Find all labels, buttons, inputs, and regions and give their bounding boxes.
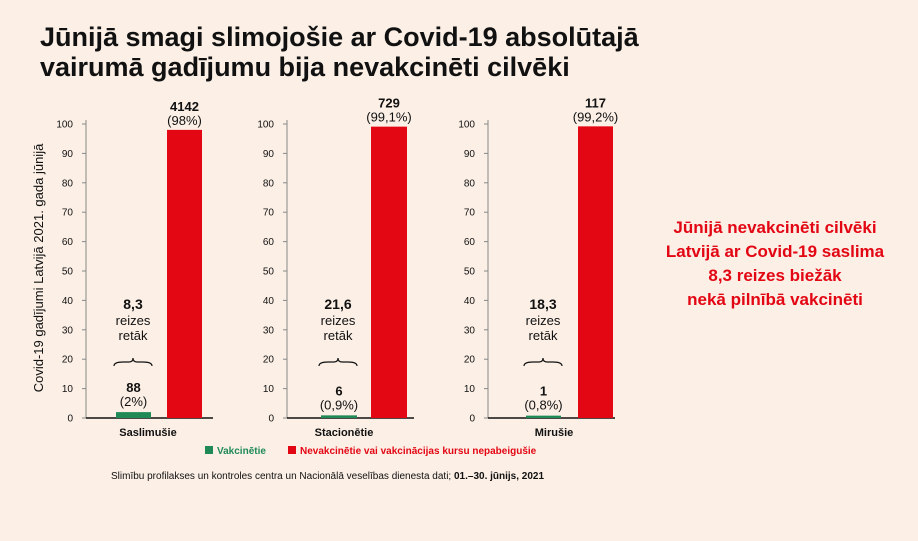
y-tick-label: 90 xyxy=(464,149,476,160)
legend-swatch-vaccinated xyxy=(205,446,213,454)
y-tick-label: 20 xyxy=(263,355,275,366)
chart-title-line-1: Jūnijā smagi slimojošie ar Covid-19 abso… xyxy=(40,22,639,52)
y-tick-label: 30 xyxy=(62,325,74,336)
side-note-line-4: nekā pilnībā vakcinēti xyxy=(687,290,863,309)
y-tick-label: 90 xyxy=(62,149,74,160)
y-tick-label: 70 xyxy=(62,208,74,219)
ratio-text-line-1: reizes xyxy=(116,313,151,328)
side-note-line-2: Latvijā ar Covid-19 saslima xyxy=(665,242,885,261)
legend-swatch-unvaccinated xyxy=(288,446,296,454)
data-label-unvaccinated-percent: (99,2%) xyxy=(573,109,619,124)
y-tick-label: 30 xyxy=(464,325,476,336)
y-tick-label: 30 xyxy=(263,325,275,336)
y-tick-label: 70 xyxy=(263,208,275,219)
brace-icon xyxy=(523,357,563,367)
bar-vaccinated-mirušie xyxy=(526,415,561,418)
data-label-unvaccinated-count: 4142 xyxy=(170,99,199,114)
y-tick-label: 20 xyxy=(464,355,476,366)
y-tick-label: 40 xyxy=(464,296,476,307)
data-label-unvaccinated-percent: (99,1%) xyxy=(366,110,412,125)
source-text: Slimību profilakses un kontroles centra … xyxy=(111,471,452,482)
y-axis-label: Covid-19 gadījumi Latvijā 2021. gada jūn… xyxy=(31,143,46,392)
source-note: Slimību profilakses un kontroles centra … xyxy=(111,471,544,482)
data-label-vaccinated-percent: (0,9%) xyxy=(320,397,358,412)
side-note-line-1: Jūnijā nevakcinēti cilvēki xyxy=(673,218,877,237)
brace-icon xyxy=(318,357,358,367)
legend-label-unvaccinated: Nevakcinētie vai vakcinācijas kursu nepa… xyxy=(300,446,537,457)
y-tick-label: 0 xyxy=(469,414,475,425)
ratio-text-line-1: reizes xyxy=(526,313,561,328)
y-tick-label: 20 xyxy=(62,355,74,366)
y-tick-label: 70 xyxy=(464,208,476,219)
ratio-value: 18,3 xyxy=(529,296,556,312)
bar-vaccinated-stacionētie xyxy=(321,415,357,418)
data-label-unvaccinated-percent: (98%) xyxy=(167,113,202,128)
data-label-vaccinated-count: 6 xyxy=(335,383,342,398)
data-label-vaccinated-count: 88 xyxy=(126,380,140,395)
data-label-vaccinated-percent: (2%) xyxy=(120,394,147,409)
y-tick-label: 50 xyxy=(263,267,275,278)
ratio-text-line-2: retāk xyxy=(529,328,558,343)
y-tick-label: 0 xyxy=(268,414,274,425)
y-tick-label: 10 xyxy=(464,384,476,395)
y-tick-label: 80 xyxy=(464,178,476,189)
data-label-unvaccinated-count: 729 xyxy=(378,96,400,111)
side-note-line-3: 8,3 reizes biežāk xyxy=(708,266,842,285)
brace-icon xyxy=(113,357,153,367)
bar-unvaccinated-mirušie xyxy=(578,126,613,419)
bar-unvaccinated-saslimušie xyxy=(167,129,202,418)
chart-title-line-2: vairumā gadījumu bija nevakcinēti cilvēk… xyxy=(40,52,570,82)
ratio-value: 8,3 xyxy=(123,296,143,312)
side-note: Jūnijā nevakcinēti cilvēki Latvijā ar Co… xyxy=(640,216,910,312)
x-category-label: Mirušie xyxy=(535,427,574,439)
y-tick-label: 0 xyxy=(67,414,73,425)
y-tick-label: 10 xyxy=(62,384,74,395)
legend-label-vaccinated: Vakcinētie xyxy=(217,446,266,457)
y-tick-label: 60 xyxy=(464,237,476,248)
y-tick-label: 80 xyxy=(263,178,275,189)
x-category-label: Stacionētie xyxy=(315,427,374,439)
y-tick-label: 50 xyxy=(62,267,74,278)
x-category-label: Saslimušie xyxy=(119,427,176,439)
ratio-text-line-1: reizes xyxy=(321,313,356,328)
y-tick-label: 90 xyxy=(263,149,275,160)
ratio-text-line-2: retāk xyxy=(119,328,148,343)
ratio-text-line-2: retāk xyxy=(324,328,353,343)
y-tick-label: 60 xyxy=(263,237,275,248)
data-label-vaccinated-count: 1 xyxy=(540,384,547,399)
bar-unvaccinated-stacionētie xyxy=(371,126,407,419)
y-tick-label: 40 xyxy=(62,296,74,307)
data-label-vaccinated-percent: (0,8%) xyxy=(524,398,562,413)
y-tick-label: 50 xyxy=(464,267,476,278)
y-tick-label: 10 xyxy=(263,384,275,395)
y-tick-label: 100 xyxy=(257,120,274,131)
ratio-value: 21,6 xyxy=(324,296,351,312)
data-label-unvaccinated-count: 117 xyxy=(585,95,606,110)
y-tick-label: 60 xyxy=(62,237,74,248)
y-tick-label: 100 xyxy=(458,120,475,131)
y-tick-label: 100 xyxy=(56,120,73,131)
source-date: 01.–30. jūnijs, 2021 xyxy=(453,471,545,482)
y-tick-label: 40 xyxy=(263,296,275,307)
bar-vaccinated-saslimušie xyxy=(116,412,151,418)
chart-title: Jūnijā smagi slimojošie ar Covid-19 abso… xyxy=(40,22,740,82)
y-tick-label: 80 xyxy=(62,178,74,189)
